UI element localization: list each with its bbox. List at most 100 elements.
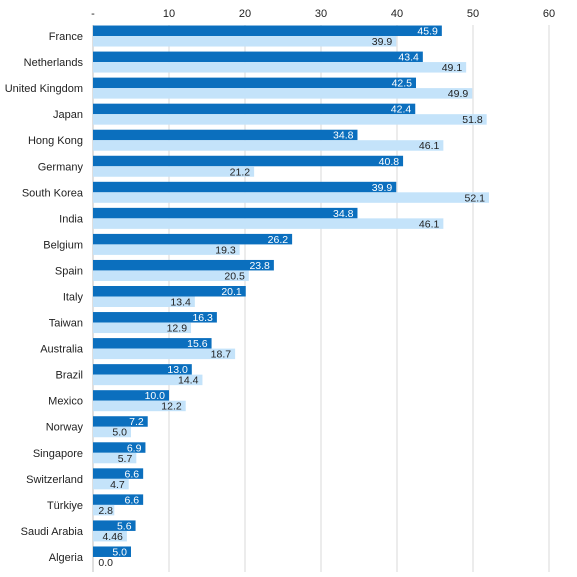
data-label: 39.9 — [372, 182, 393, 194]
data-label: 34.8 — [333, 208, 354, 220]
bar-series-2 — [93, 36, 397, 47]
category-labels: France Netherlands United Kingdom Japan Hong… — [5, 31, 84, 564]
data-label: 5.6 — [117, 520, 132, 532]
data-label: 21.2 — [230, 166, 251, 178]
x-tick-label: 30 — [315, 8, 327, 20]
bar-series-1 — [93, 155, 404, 167]
bar-series-1 — [93, 51, 423, 63]
bar-series-1 — [93, 233, 293, 245]
category-label: Hong Kong — [28, 135, 83, 147]
category-label: Norway — [46, 422, 84, 434]
bar-series-2 — [93, 244, 240, 255]
bar-series-1 — [93, 181, 397, 193]
x-tick-label: - — [91, 8, 95, 20]
data-label: 16.3 — [192, 312, 213, 324]
category-label: Mexico — [48, 396, 83, 408]
data-label: 46.1 — [419, 218, 440, 230]
data-label: 20.1 — [221, 286, 242, 298]
data-label: 23.8 — [249, 260, 270, 272]
bar-series-1 — [93, 390, 169, 401]
data-labels: 45.9 39.9 43.4 49.1 42.5 49.9 42.4 51.8 34.8 46.1… — [98, 26, 485, 569]
category-label: Germany — [38, 161, 84, 173]
bar-series-1 — [93, 77, 416, 89]
bar-series-1 — [93, 468, 144, 479]
bar-series-2 — [93, 296, 195, 307]
bar-series-1 — [93, 442, 146, 453]
x-axis-ticks: - 10 20 30 40 50 60 — [91, 8, 555, 20]
data-label: 40.8 — [379, 156, 400, 168]
category-label: South Korea — [22, 187, 84, 199]
bar-series-1 — [93, 286, 246, 297]
data-label: 19.3 — [215, 244, 236, 256]
data-label: 39.9 — [372, 36, 393, 48]
bar-series-2 — [93, 452, 137, 464]
data-label: 5.0 — [112, 546, 127, 558]
data-label: 4.7 — [110, 479, 125, 491]
category-label: Italy — [63, 292, 84, 304]
data-label: 13.4 — [170, 297, 191, 309]
data-label: 0.0 — [98, 557, 113, 569]
x-tick-label: 40 — [391, 8, 403, 20]
bar-series-2 — [93, 478, 129, 490]
data-label: 6.9 — [127, 442, 142, 454]
category-label: Netherlands — [24, 57, 84, 69]
bar-series-2 — [93, 374, 203, 386]
bar-series-2 — [93, 88, 473, 99]
data-label: 34.8 — [333, 130, 354, 142]
category-label: France — [49, 31, 83, 43]
data-label: 14.4 — [178, 375, 199, 387]
category-label: Algeria — [49, 552, 84, 564]
bar-series-1 — [93, 207, 358, 219]
bar-series-1 — [93, 520, 136, 531]
category-label: Switzerland — [26, 474, 83, 486]
data-label: 49.9 — [448, 88, 469, 100]
category-label: Brazil — [55, 370, 83, 382]
data-label: 42.5 — [392, 78, 413, 90]
bar-series-1 — [93, 312, 217, 323]
data-label: 7.2 — [129, 416, 144, 428]
bar-series-2 — [93, 322, 192, 334]
data-label: 4.46 — [102, 531, 123, 543]
x-tick-label: 20 — [239, 8, 251, 20]
bar-series-1 — [93, 494, 144, 505]
data-label: 12.9 — [167, 323, 188, 335]
data-label: 42.4 — [391, 104, 412, 116]
data-label: 6.6 — [125, 494, 140, 506]
bar-series-1 — [93, 546, 131, 557]
data-label: 2.8 — [98, 505, 113, 517]
data-label: 12.2 — [161, 401, 182, 413]
data-label: 45.9 — [417, 26, 438, 38]
data-label: 52.1 — [465, 192, 486, 204]
data-label: 10.0 — [145, 390, 166, 402]
data-label: 51.8 — [462, 114, 483, 126]
x-tick-label: 50 — [467, 8, 479, 20]
data-label: 5.7 — [118, 453, 133, 465]
data-label: 13.0 — [167, 364, 188, 376]
bar-series-2 — [93, 114, 487, 125]
bar-series-1 — [93, 364, 192, 375]
bar-series-2 — [93, 504, 115, 516]
bar-series-1 — [93, 416, 148, 427]
bars — [93, 25, 489, 557]
category-label: Saudi Arabia — [21, 526, 84, 538]
data-label: 15.6 — [187, 338, 208, 350]
bar-series-2 — [93, 166, 255, 177]
data-label: 18.7 — [211, 349, 232, 361]
bar-series-2 — [93, 270, 249, 281]
bar-series-2 — [93, 400, 186, 412]
data-label: 5.0 — [112, 427, 127, 439]
bar-series-1 — [93, 259, 274, 271]
data-label: 43.4 — [398, 52, 419, 64]
data-label: 49.1 — [442, 62, 463, 74]
data-label: 26.2 — [268, 234, 289, 246]
category-label: Türkiye — [47, 500, 83, 512]
bar-series-2 — [93, 62, 467, 73]
bar-series-2 — [93, 218, 444, 229]
bar-series-2 — [93, 348, 236, 360]
bar-series-2 — [93, 140, 444, 151]
category-label: Japan — [53, 109, 83, 121]
bar-series-1 — [93, 25, 442, 37]
category-label: Singapore — [33, 448, 83, 460]
data-label: 20.5 — [224, 270, 245, 282]
